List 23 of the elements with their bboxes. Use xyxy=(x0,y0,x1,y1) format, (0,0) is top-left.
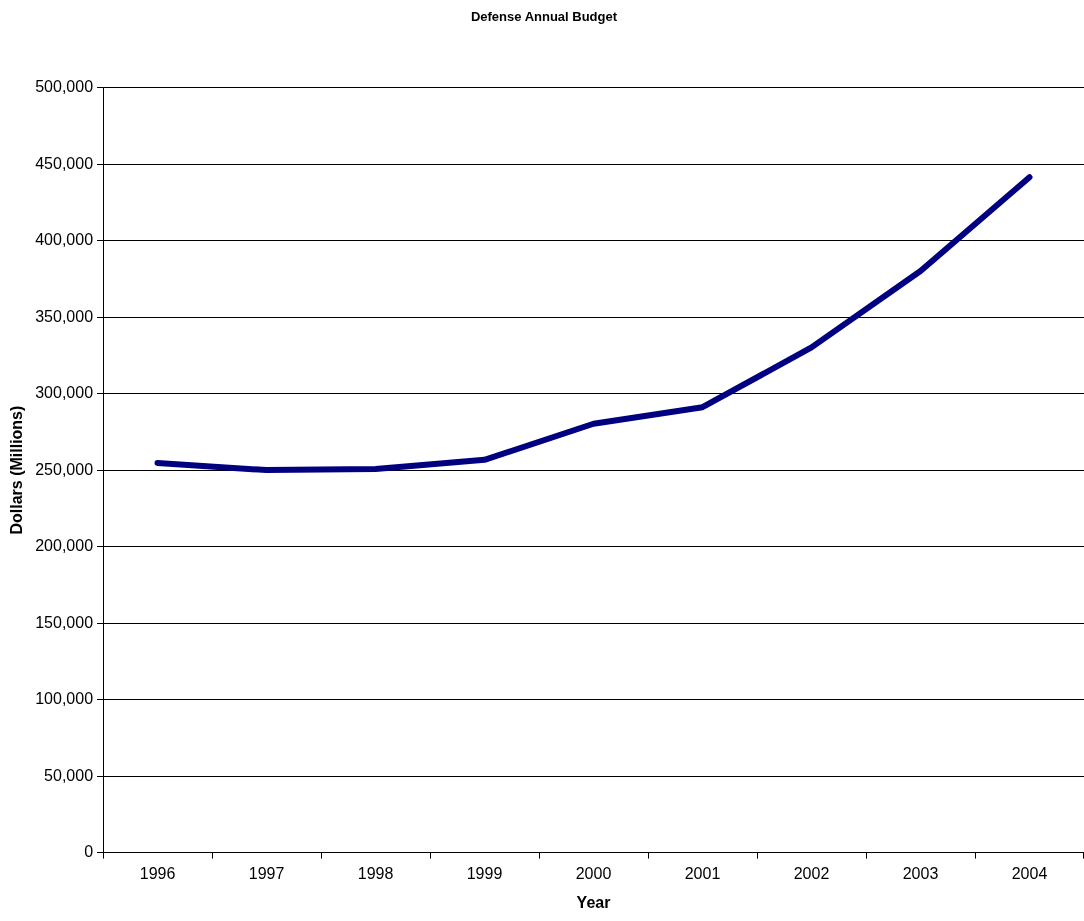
x-tick-label: 1998 xyxy=(357,864,394,882)
y-tick-label: 450,000 xyxy=(35,154,94,172)
y-tick-label: 400,000 xyxy=(35,231,94,249)
y-tick-label: 200,000 xyxy=(35,537,94,555)
y-tick-label: 150,000 xyxy=(35,613,94,631)
x-axis-title: Year xyxy=(576,893,611,911)
x-tick-label: 1999 xyxy=(466,864,503,882)
x-tick-label: 1997 xyxy=(248,864,285,882)
y-tick-label: 100,000 xyxy=(35,690,94,708)
y-tick-label: 350,000 xyxy=(35,307,94,325)
y-axis-title: Dollars (Millions) xyxy=(8,405,26,535)
x-tick-label: 2003 xyxy=(902,864,939,882)
x-tick-label: 2002 xyxy=(793,864,830,882)
x-tick-label: 2001 xyxy=(684,864,721,882)
x-tick-label: 1996 xyxy=(139,864,176,882)
x-tick-label: 2000 xyxy=(575,864,612,882)
y-tick-label: 300,000 xyxy=(35,384,94,402)
y-tick-label: 0 xyxy=(84,843,94,861)
y-tick-label: 250,000 xyxy=(35,460,94,478)
x-tick-label: 2004 xyxy=(1011,864,1048,882)
chart-title: Defense Annual Budget xyxy=(470,9,618,25)
y-tick-label: 500,000 xyxy=(35,78,94,96)
y-tick-label: 50,000 xyxy=(44,766,94,784)
